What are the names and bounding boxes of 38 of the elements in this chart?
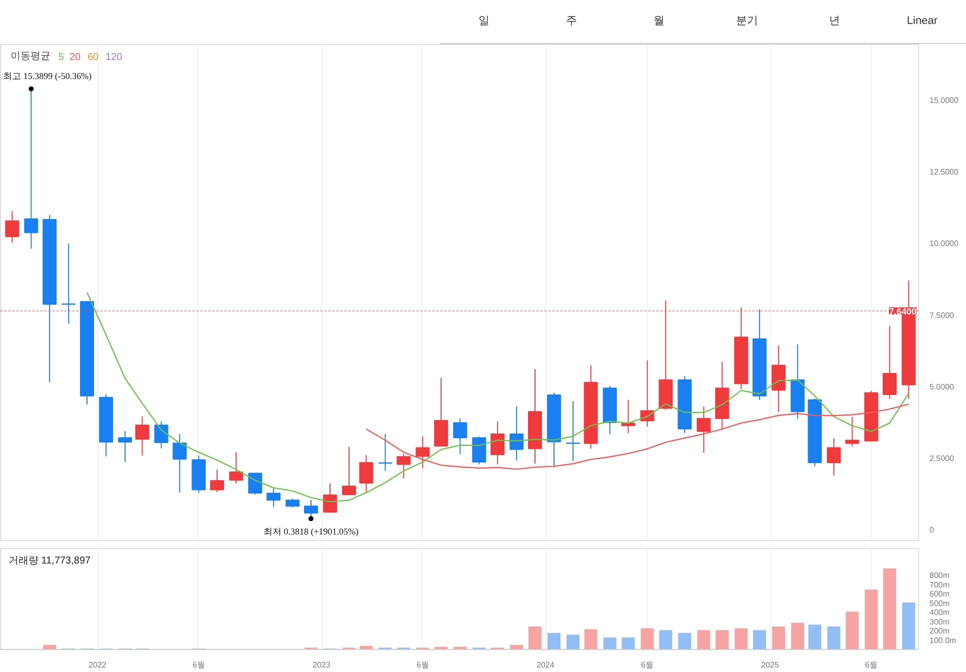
text: 년 (828, 14, 842, 29)
y-tick-label: 15.0000 (930, 96, 959, 106)
y-tick-label: 0 (930, 526, 934, 535)
y-tick-label: 500m (930, 598, 950, 608)
y-tick-label: 7.5000 (930, 310, 955, 320)
text: 월 (652, 14, 666, 29)
text: 20 (70, 52, 82, 63)
x-tick-label: 6월 (865, 660, 878, 670)
text: Linear (906, 14, 938, 29)
legend-title: 이동평균 (10, 51, 50, 62)
y-tick-label: 400m (930, 608, 950, 618)
x-tick-label: 6월 (641, 660, 654, 670)
legend-label: 60 (88, 52, 100, 63)
y-tick-label: 2.5000 (930, 454, 955, 464)
x-tick-label: 2023 (312, 660, 331, 670)
ref-line-label: 7.6400 (888, 306, 917, 316)
text: 분기 (734, 14, 759, 29)
text: 일 (477, 14, 490, 29)
annotation: 최저 0.3818 (+1901.05%) (263, 526, 359, 537)
annotation: 최고 15.3899 (-50.36%) (3, 70, 92, 81)
x-tick-label: 6월 (192, 660, 205, 670)
x-tick-label: 2025 (761, 660, 780, 670)
text: 5 (58, 52, 64, 63)
legend-label: 120 (106, 52, 123, 63)
y-tick-label: 5.0000 (930, 382, 955, 392)
y-tick-label: 700m (930, 580, 950, 590)
y-tick-label: 100.0m (930, 636, 957, 645)
text: 주 (565, 14, 578, 29)
x-tick-label: 6월 (416, 660, 429, 670)
y-tick-label: 800m (930, 571, 950, 580)
y-tick-label: 12.5000 (930, 168, 959, 177)
text: 거래량 11,773,897 (8, 556, 92, 566)
y-tick-label: 10.0000 (930, 239, 959, 248)
y-tick-label: 300m (930, 617, 950, 626)
y-tick-label: 600m (930, 590, 950, 599)
y-tick-label: 200m (930, 626, 950, 636)
x-tick-label: 2022 (88, 660, 107, 670)
x-tick-label: 2024 (536, 660, 555, 670)
